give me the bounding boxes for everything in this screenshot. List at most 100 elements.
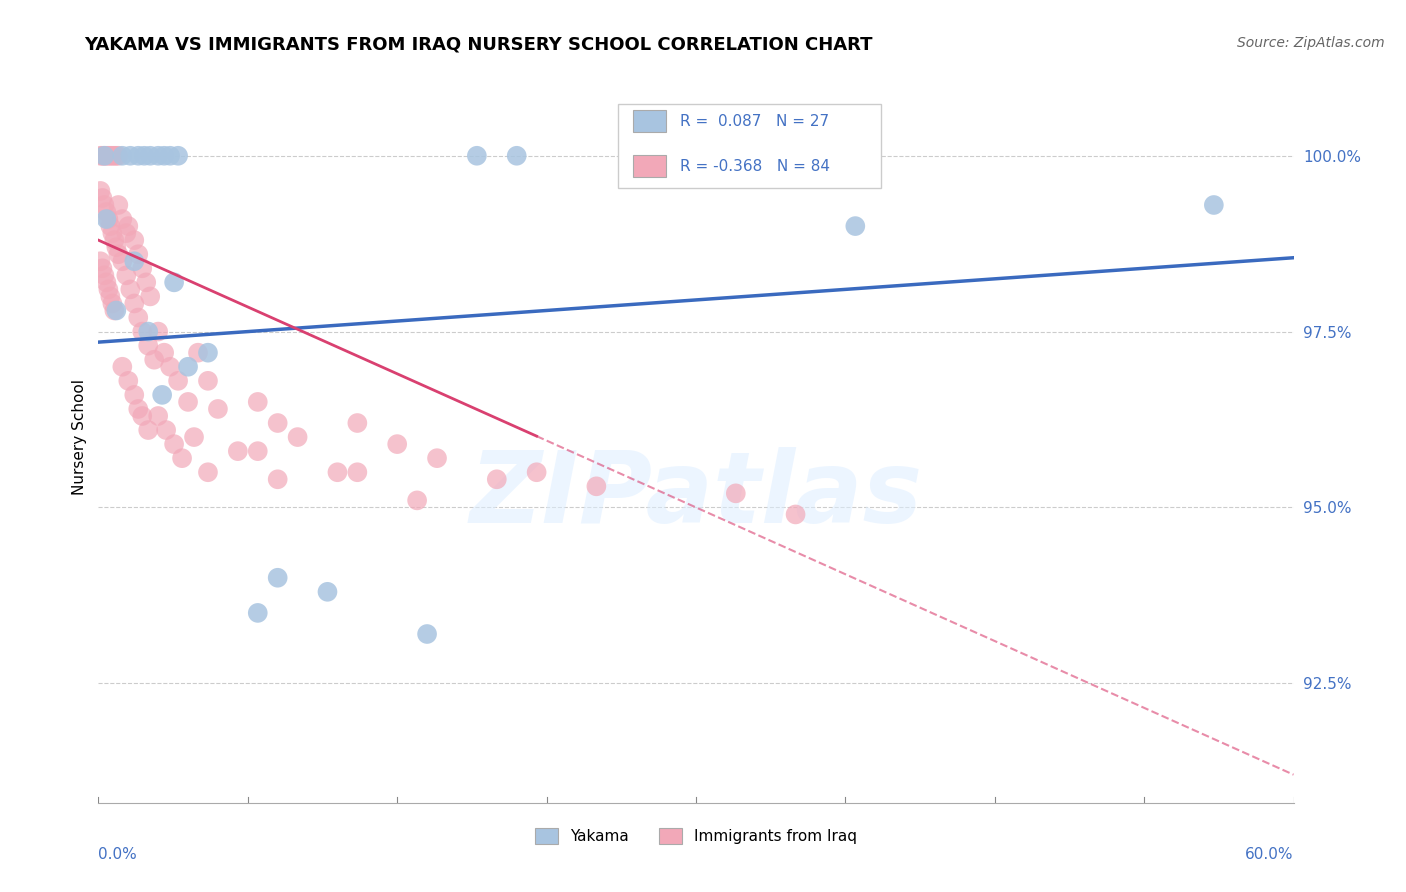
Point <box>89 184 111 198</box>
Point <box>485 472 508 486</box>
Point <box>844 219 866 233</box>
Point <box>197 374 219 388</box>
Point <box>150 388 173 402</box>
Point <box>127 310 149 325</box>
Point <box>136 423 159 437</box>
Point <box>101 296 124 310</box>
Point <box>105 303 128 318</box>
Point <box>124 233 146 247</box>
Point <box>117 374 139 388</box>
Point <box>105 149 128 163</box>
Point <box>385 437 409 451</box>
Point <box>183 430 205 444</box>
Point <box>177 359 200 374</box>
Point <box>103 149 125 163</box>
Y-axis label: Nursery School: Nursery School <box>72 379 87 495</box>
Text: YAKAMA VS IMMIGRANTS FROM IRAQ NURSERY SCHOOL CORRELATION CHART: YAKAMA VS IMMIGRANTS FROM IRAQ NURSERY S… <box>84 36 873 54</box>
Point <box>177 395 200 409</box>
Point <box>111 149 134 163</box>
Point <box>207 401 229 416</box>
Point <box>91 149 114 163</box>
Point <box>96 276 118 290</box>
Point <box>96 205 118 219</box>
Point <box>97 212 120 227</box>
Point <box>167 149 190 163</box>
Point <box>853 149 876 163</box>
Point <box>197 345 219 359</box>
Point <box>287 430 309 444</box>
Point <box>107 149 129 163</box>
Point <box>91 261 114 276</box>
Point <box>93 268 115 283</box>
Point <box>148 149 170 163</box>
Point <box>139 149 162 163</box>
Point <box>267 571 290 585</box>
Point <box>131 261 153 276</box>
Point <box>115 226 138 240</box>
FancyBboxPatch shape <box>633 110 666 132</box>
Point <box>96 212 118 227</box>
Point <box>127 401 149 416</box>
Point <box>131 409 153 423</box>
Point <box>98 149 122 163</box>
Point <box>465 149 488 163</box>
Point <box>89 254 111 268</box>
Point <box>316 584 339 599</box>
Point <box>98 289 122 303</box>
Point <box>127 149 149 163</box>
Point <box>98 219 122 233</box>
Point <box>105 240 128 254</box>
Point <box>167 374 190 388</box>
Point <box>89 149 111 163</box>
Point <box>101 226 124 240</box>
Point <box>120 149 142 163</box>
Text: 0.0%: 0.0% <box>98 847 138 862</box>
FancyBboxPatch shape <box>633 155 666 178</box>
Text: R =  0.087   N = 27: R = 0.087 N = 27 <box>681 113 830 128</box>
Point <box>267 472 290 486</box>
Point <box>155 423 177 437</box>
Point <box>159 149 181 163</box>
Point <box>187 345 209 359</box>
Point <box>131 325 153 339</box>
Point <box>163 437 186 451</box>
Text: ZIPatlas: ZIPatlas <box>470 447 922 544</box>
Point <box>107 198 129 212</box>
Point <box>246 395 269 409</box>
Point <box>101 149 124 163</box>
Point <box>107 247 129 261</box>
Point <box>135 276 157 290</box>
Point <box>124 388 146 402</box>
Point <box>526 465 548 479</box>
Point <box>506 149 529 163</box>
Point <box>346 465 368 479</box>
Point <box>148 409 170 423</box>
Point <box>91 191 114 205</box>
Point <box>120 282 142 296</box>
Point <box>153 345 176 359</box>
Point <box>724 486 747 500</box>
Point <box>117 219 139 233</box>
Point <box>197 465 219 479</box>
Point <box>124 254 146 268</box>
Point <box>785 508 807 522</box>
Text: 60.0%: 60.0% <box>1246 847 1294 862</box>
Point <box>139 289 162 303</box>
Point <box>406 493 429 508</box>
Point <box>93 198 115 212</box>
Point <box>163 276 186 290</box>
Point <box>124 296 146 310</box>
Point <box>136 339 159 353</box>
Point <box>172 451 194 466</box>
Text: R = -0.368   N = 84: R = -0.368 N = 84 <box>681 159 831 174</box>
Point <box>115 268 138 283</box>
Point <box>148 325 170 339</box>
Point <box>1202 198 1225 212</box>
Point <box>267 416 290 430</box>
Point <box>93 149 115 163</box>
Point <box>103 233 125 247</box>
Point <box>326 465 349 479</box>
Point <box>246 606 269 620</box>
Point <box>246 444 269 458</box>
Point <box>134 149 156 163</box>
